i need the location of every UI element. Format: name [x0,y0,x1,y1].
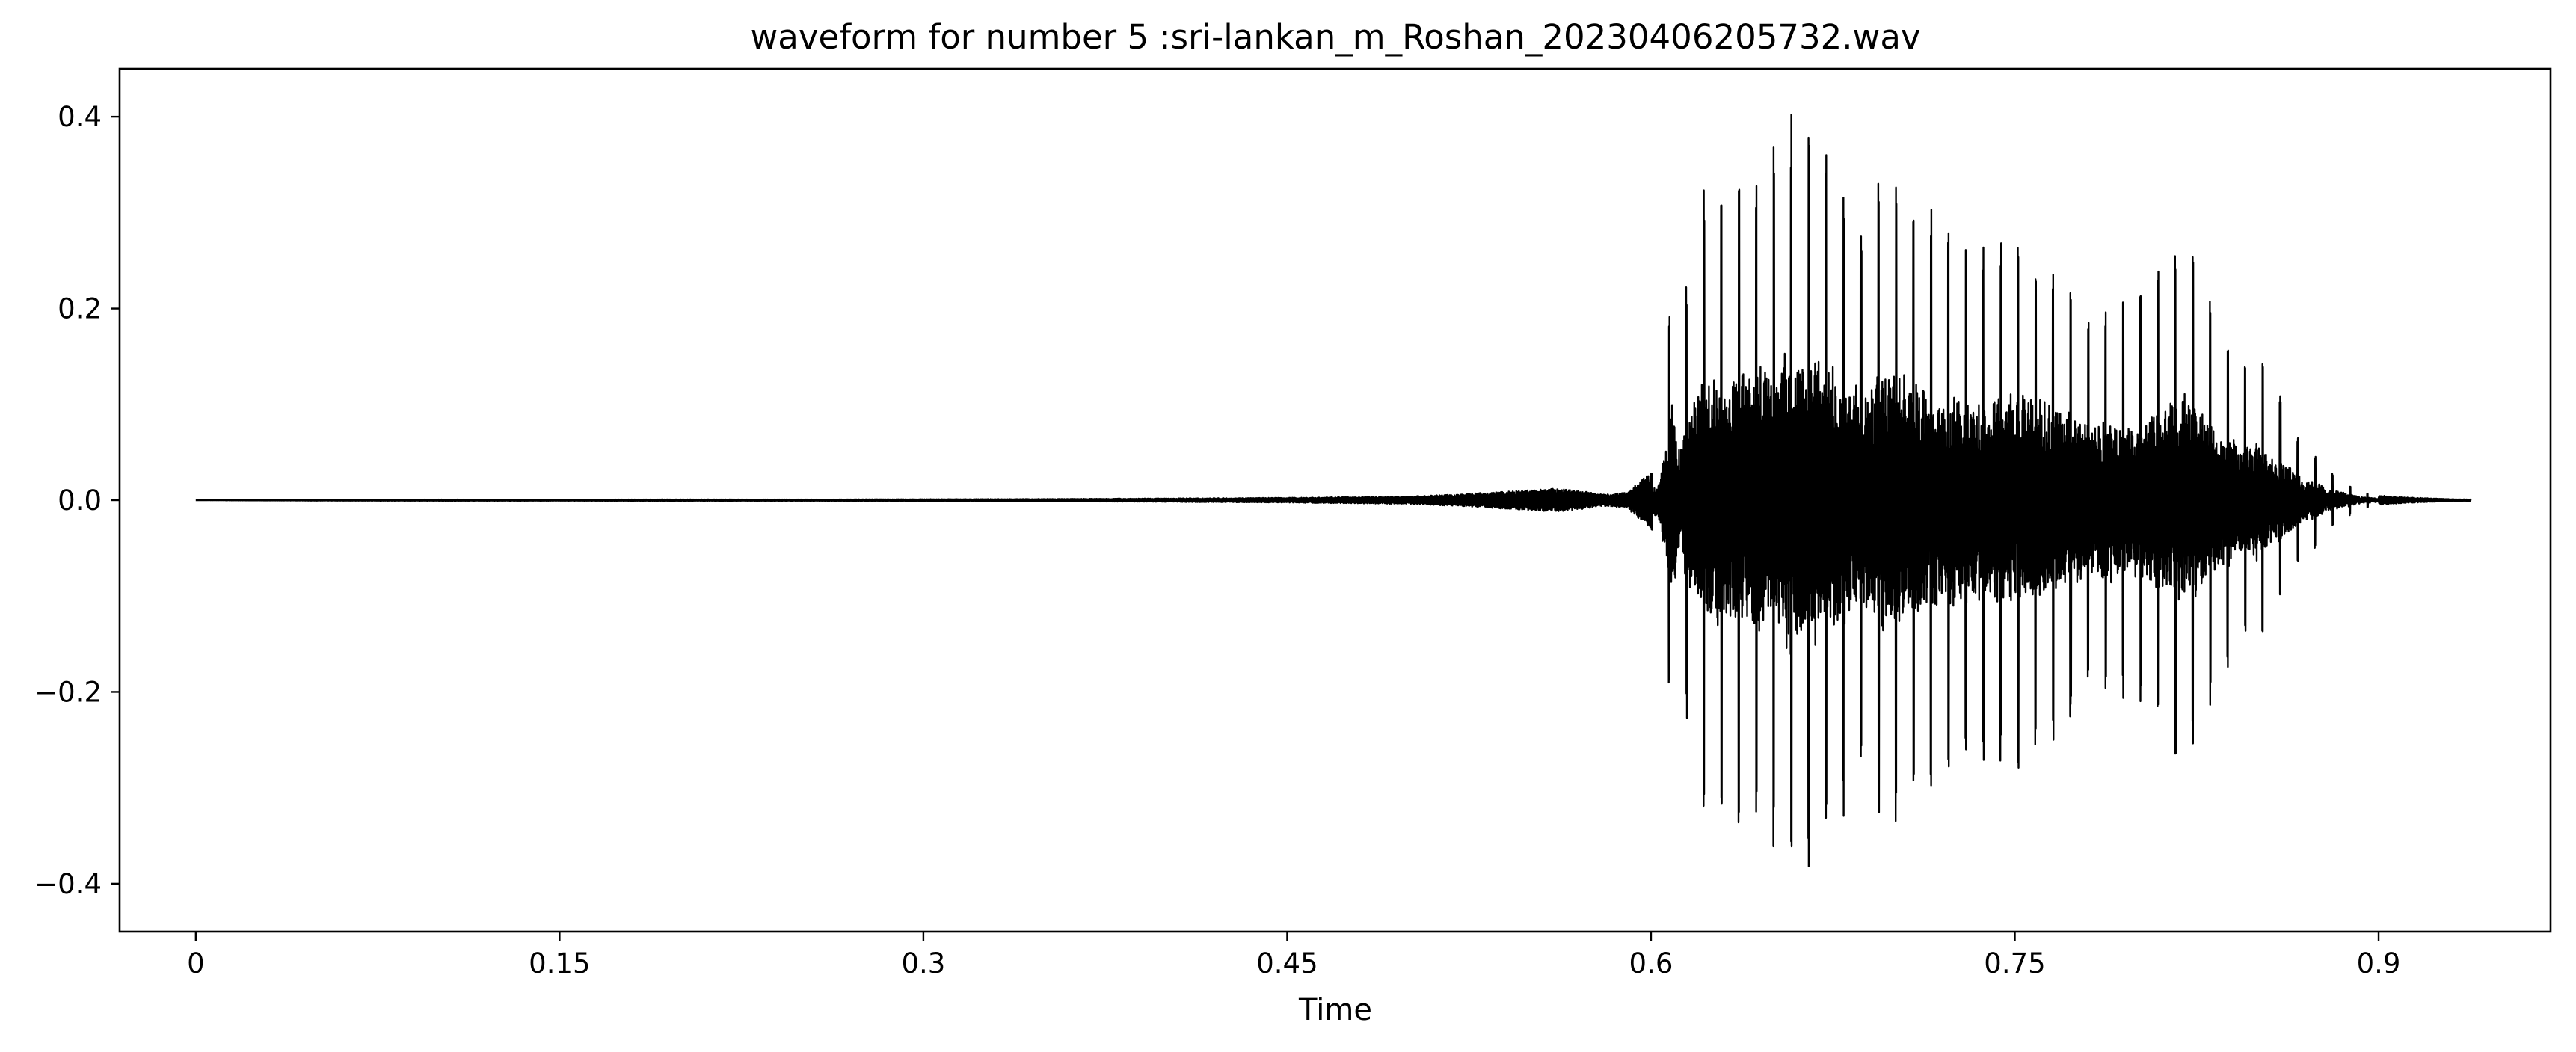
x-tick-label: 0.9 [2357,947,2401,979]
y-tick-label: 0.4 [58,101,102,133]
x-tick-label: 0.3 [901,947,945,979]
y-tick-label: 0.2 [58,293,102,325]
y-tick-label: 0.0 [58,485,102,517]
x-tick-label: 0.75 [1984,947,2045,979]
chart-title: waveform for number 5 :sri-lankan_m_Rosh… [750,17,1920,57]
y-axis-ticks: 0.4 0.2 0.0 −0.2 −0.4 [34,101,120,900]
y-tick-label: −0.2 [34,676,102,708]
x-axis-ticks: 0 0.15 0.3 0.45 0.6 0.75 0.9 [187,932,2400,979]
x-tick-label: 0.45 [1256,947,1318,979]
waveform-series-line [195,114,2472,867]
x-tick-label: 0.15 [529,947,590,979]
x-axis-label: Time [1298,993,1372,1027]
x-tick-label: 0 [187,947,205,979]
x-tick-label: 0.6 [1629,947,1673,979]
y-tick-label: −0.4 [34,868,102,900]
